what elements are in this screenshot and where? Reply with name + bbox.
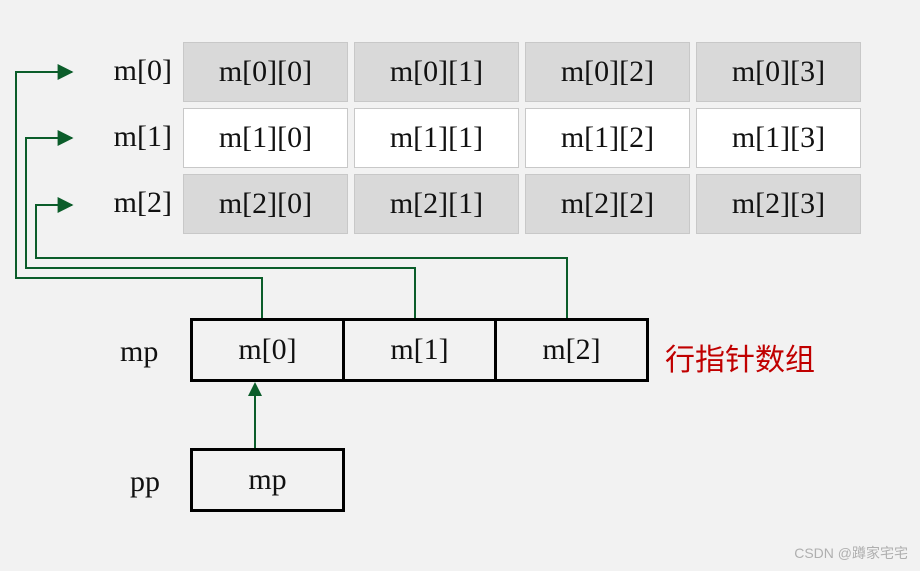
mp-cell-1: m[1] <box>342 318 497 382</box>
cell-0-0: m[0][0] <box>183 42 348 102</box>
cell-1-3: m[1][3] <box>696 108 861 168</box>
pp-box: mp <box>190 448 345 512</box>
row-cells-2: m[2][0] m[2][1] m[2][2] m[2][3] <box>183 174 861 234</box>
pp-label: pp <box>130 465 160 499</box>
mp-cell-2: m[2] <box>494 318 649 382</box>
cell-1-2: m[1][2] <box>525 108 690 168</box>
mp-label: mp <box>120 335 158 369</box>
cell-2-2: m[2][2] <box>525 174 690 234</box>
mp-array: m[0] m[1] m[2] <box>190 318 649 382</box>
cell-1-1: m[1][1] <box>354 108 519 168</box>
diagram-canvas: m[0] m[0][0] m[0][1] m[0][2] m[0][3] m[1… <box>0 0 920 571</box>
row-label-1: m[1] <box>92 120 172 154</box>
cell-1-0: m[1][0] <box>183 108 348 168</box>
cell-2-3: m[2][3] <box>696 174 861 234</box>
cell-0-2: m[0][2] <box>525 42 690 102</box>
row-label-2: m[2] <box>92 186 172 220</box>
row-label-0: m[0] <box>92 54 172 88</box>
cell-0-1: m[0][1] <box>354 42 519 102</box>
cell-2-1: m[2][1] <box>354 174 519 234</box>
arrowhead-pp <box>248 382 262 396</box>
cell-0-3: m[0][3] <box>696 42 861 102</box>
row-cells-1: m[1][0] m[1][1] m[1][2] m[1][3] <box>183 108 861 168</box>
row-cells-0: m[0][0] m[0][1] m[0][2] m[0][3] <box>183 42 861 102</box>
cell-2-0: m[2][0] <box>183 174 348 234</box>
mp-note: 行指针数组 <box>665 335 815 379</box>
watermark: CSDN @蹲家宅宅 <box>794 543 908 563</box>
mp-cell-0: m[0] <box>190 318 345 382</box>
